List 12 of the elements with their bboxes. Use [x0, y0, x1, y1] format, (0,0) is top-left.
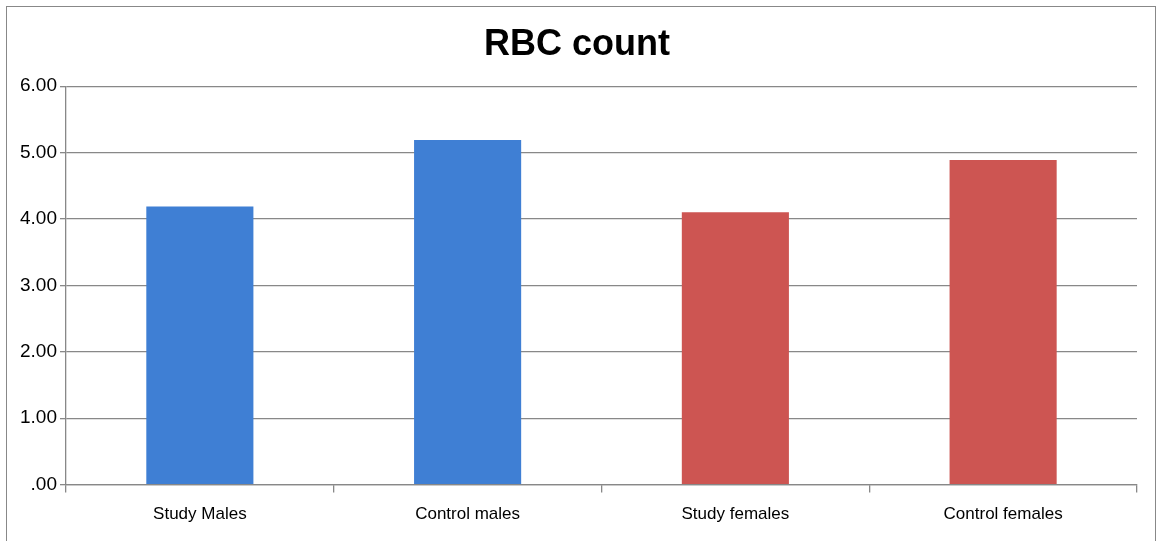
- x-tick-label: Control females: [943, 504, 1063, 524]
- y-tick-label: 1.00: [20, 406, 57, 428]
- x-tick-label: Control males: [415, 504, 521, 524]
- y-tick-label: 3.00: [20, 273, 57, 295]
- y-tick-label: 4.00: [20, 207, 57, 229]
- x-tick-label: Study females: [681, 504, 790, 524]
- y-tick-label: 2.00: [20, 340, 57, 362]
- y-tick-label: 5.00: [20, 140, 57, 162]
- chart-title: RBC count: [484, 21, 670, 63]
- y-tick-label: .00: [30, 472, 57, 494]
- y-tick-label: 6.00: [20, 74, 57, 96]
- x-tick-label: Study Males: [153, 504, 247, 524]
